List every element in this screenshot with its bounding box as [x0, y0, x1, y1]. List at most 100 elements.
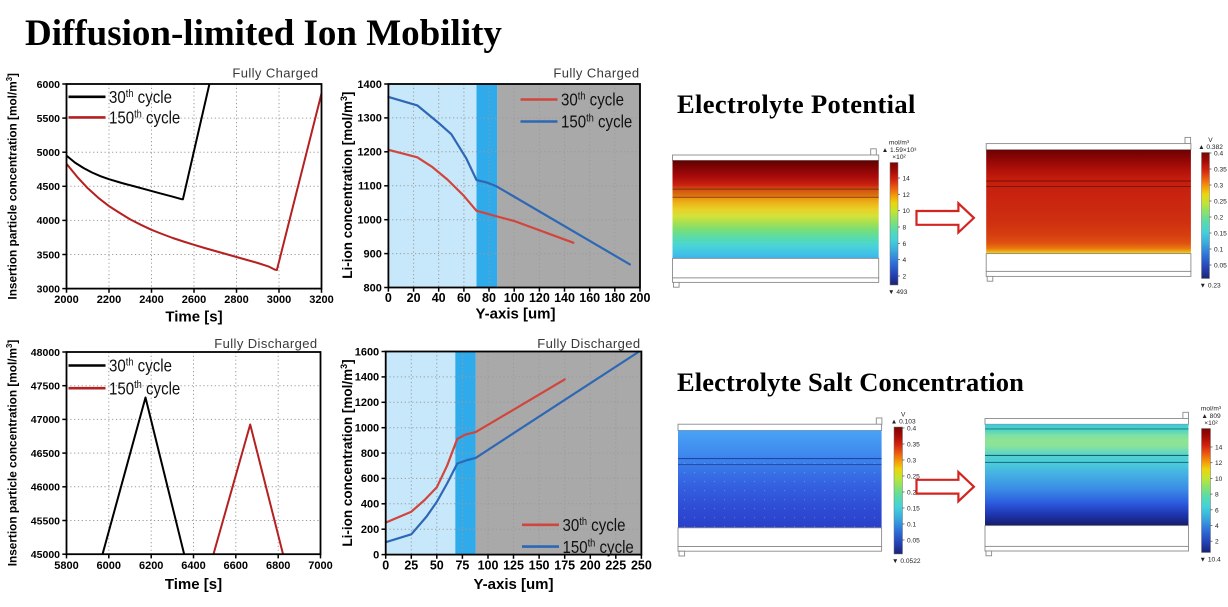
svg-text:800: 800	[361, 448, 379, 460]
svg-text:12: 12	[1215, 460, 1223, 467]
svg-text:60: 60	[457, 291, 471, 305]
svg-text:0.1: 0.1	[907, 522, 916, 529]
svg-text:6: 6	[903, 241, 907, 248]
svg-text:Diffusion-limited Ion Mobility: Diffusion-limited Ion Mobility	[25, 13, 502, 54]
svg-text:47500: 47500	[31, 381, 60, 393]
svg-text:200: 200	[630, 291, 651, 305]
svg-text:2400: 2400	[139, 294, 163, 306]
svg-text:6000: 6000	[97, 560, 121, 572]
svg-text:0.35: 0.35	[907, 442, 920, 449]
svg-text:45000: 45000	[31, 549, 60, 561]
svg-text:3000: 3000	[267, 294, 291, 306]
svg-text:▼ 0.0522: ▼ 0.0522	[892, 558, 921, 565]
svg-text:1600: 1600	[355, 346, 379, 358]
svg-text:30th cycle: 30th cycle	[563, 516, 626, 535]
svg-text:▼ 0.23: ▼ 0.23	[1200, 283, 1222, 290]
svg-text:▲ 1.59×10³: ▲ 1.59×10³	[882, 147, 917, 154]
svg-text:0.2: 0.2	[1214, 215, 1223, 222]
svg-text:800: 800	[364, 282, 382, 294]
svg-text:160: 160	[579, 291, 600, 305]
svg-text:140: 140	[554, 291, 575, 305]
svg-text:▼ 10.4: ▼ 10.4	[1200, 557, 1222, 564]
svg-text:0: 0	[373, 549, 379, 561]
svg-text:mol/m³: mol/m³	[1201, 406, 1222, 413]
svg-text:7000: 7000	[308, 560, 332, 572]
svg-text:1300: 1300	[357, 113, 381, 125]
svg-text:5500: 5500	[37, 113, 61, 125]
svg-text:2600: 2600	[182, 294, 206, 306]
svg-text:125: 125	[503, 559, 524, 573]
svg-text:600: 600	[361, 473, 379, 485]
svg-text:6: 6	[1215, 507, 1219, 514]
svg-text:1200: 1200	[355, 397, 379, 409]
svg-text:2800: 2800	[224, 294, 248, 306]
svg-text:▼ 493: ▼ 493	[888, 289, 908, 296]
svg-text:150th cycle: 150th cycle	[561, 113, 632, 132]
svg-text:V: V	[901, 411, 906, 418]
svg-text:47000: 47000	[31, 414, 60, 426]
svg-text:0: 0	[385, 291, 392, 305]
svg-text:225: 225	[605, 559, 626, 573]
svg-text:30th cycle: 30th cycle	[561, 91, 624, 110]
svg-text:0.35: 0.35	[1214, 167, 1227, 174]
svg-text:0.25: 0.25	[907, 474, 920, 481]
svg-text:3200: 3200	[309, 294, 333, 306]
svg-text:Insertion particle concentrati: Insertion particle concentration [mol/m3…	[5, 340, 20, 567]
svg-text:×10²: ×10²	[1204, 420, 1218, 427]
svg-text:0.3: 0.3	[1214, 183, 1223, 190]
svg-text:200: 200	[361, 524, 379, 536]
svg-text:150th cycle: 150th cycle	[109, 109, 180, 128]
svg-text:150: 150	[529, 559, 550, 573]
svg-text:Fully Discharged: Fully Discharged	[537, 336, 640, 351]
svg-text:45500: 45500	[31, 515, 60, 527]
svg-text:0.2: 0.2	[907, 490, 916, 497]
svg-text:50: 50	[430, 559, 444, 573]
svg-text:3500: 3500	[37, 249, 61, 261]
svg-text:10: 10	[903, 208, 911, 215]
svg-text:2000: 2000	[54, 294, 78, 306]
svg-text:180: 180	[604, 291, 625, 305]
svg-text:46500: 46500	[31, 448, 60, 460]
svg-text:900: 900	[364, 248, 382, 260]
svg-text:40: 40	[432, 291, 446, 305]
svg-text:6000: 6000	[37, 79, 61, 91]
svg-text:▲ 0.103: ▲ 0.103	[891, 419, 916, 426]
svg-text:100: 100	[504, 291, 525, 305]
svg-text:×10²: ×10²	[892, 154, 906, 161]
svg-text:48000: 48000	[31, 347, 60, 359]
svg-text:4000: 4000	[37, 215, 61, 227]
svg-text:0.15: 0.15	[1214, 231, 1227, 238]
svg-text:0.05: 0.05	[907, 538, 920, 545]
svg-text:Electrolyte Potential: Electrolyte Potential	[677, 89, 916, 119]
svg-text:mol/m³: mol/m³	[889, 140, 910, 147]
svg-text:Y-axis [um]: Y-axis [um]	[473, 576, 553, 593]
svg-text:1100: 1100	[358, 181, 382, 193]
svg-text:6600: 6600	[224, 560, 248, 572]
svg-text:Fully Charged: Fully Charged	[232, 66, 318, 81]
svg-text:175: 175	[554, 559, 575, 573]
svg-text:0: 0	[382, 559, 389, 573]
svg-text:1000: 1000	[355, 423, 379, 435]
svg-text:6800: 6800	[266, 560, 290, 572]
svg-text:14: 14	[903, 176, 911, 183]
svg-text:1400: 1400	[355, 372, 379, 384]
svg-text:▲ 0.382: ▲ 0.382	[1198, 144, 1223, 151]
svg-text:2200: 2200	[97, 294, 121, 306]
svg-text:200: 200	[580, 559, 601, 573]
svg-text:0.4: 0.4	[907, 426, 916, 433]
svg-text:0.3: 0.3	[907, 458, 916, 465]
svg-text:80: 80	[482, 291, 496, 305]
svg-text:2: 2	[1215, 539, 1219, 546]
svg-text:4: 4	[903, 257, 907, 264]
svg-text:Insertion particle concentrati: Insertion particle concentration [mol/m3…	[5, 73, 20, 300]
svg-text:12: 12	[903, 192, 911, 199]
svg-text:8: 8	[1215, 492, 1219, 499]
svg-text:V: V	[1208, 137, 1213, 144]
svg-text:0.15: 0.15	[907, 506, 920, 513]
svg-text:0.05: 0.05	[1214, 263, 1227, 270]
svg-text:46000: 46000	[31, 482, 60, 494]
svg-text:8: 8	[903, 225, 907, 232]
svg-text:30th cycle: 30th cycle	[109, 357, 172, 376]
svg-text:Electrolyte Salt Concentration: Electrolyte Salt Concentration	[677, 367, 1024, 397]
svg-text:0.4: 0.4	[1214, 151, 1223, 158]
